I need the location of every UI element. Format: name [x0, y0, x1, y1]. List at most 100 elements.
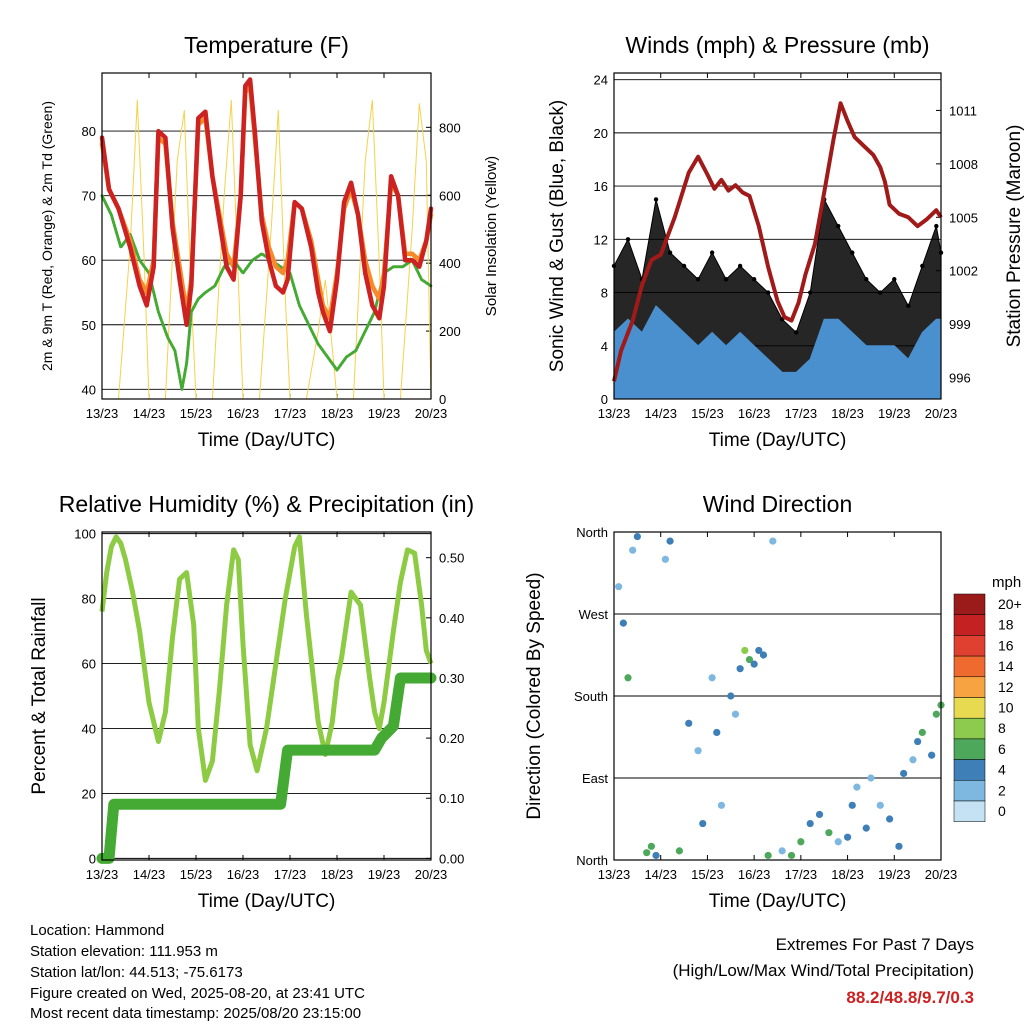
colorbar-swatch: [953, 759, 986, 781]
series-precipitation: [96, 672, 437, 864]
winds-ylabel: Sonic Wind & Gust (Blue, Black): [547, 100, 568, 372]
colorbar-label: 16: [998, 637, 1014, 653]
colorbar-swatch: [953, 614, 986, 636]
y2-tick-label: 800: [439, 120, 461, 135]
direction-point: [615, 583, 623, 591]
x-tick-label: 16/23: [227, 406, 260, 421]
series-sonic-wind: [613, 305, 942, 400]
gust-point: [836, 223, 841, 229]
y-tick-label: 24: [594, 73, 608, 88]
direction-point: [914, 737, 922, 746]
direction-point: [886, 815, 894, 823]
direction-point: [624, 674, 632, 682]
gust-point: [737, 263, 743, 269]
direction-point: [633, 532, 641, 541]
panel-humidity: Relative Humidity (%) & Precipitation (i…: [29, 491, 474, 912]
y-tick-label: 50: [82, 318, 96, 333]
created-text: Figure created on Wed, 2025-08-20, at 23…: [30, 985, 365, 1002]
direction-point: [643, 849, 651, 857]
direction-point: [932, 710, 940, 718]
x-tick-label: 19/23: [878, 406, 911, 421]
y-tick-label: West: [579, 607, 609, 622]
gust-point: [723, 277, 729, 282]
colorbar-swatch: [953, 635, 986, 657]
gust-point: [850, 250, 855, 255]
direction-point: [909, 756, 917, 764]
x-tick-label: 20/23: [925, 867, 958, 882]
y2-tick-label: 1011: [949, 103, 977, 118]
direction-point: [900, 769, 908, 778]
y-tick-label: North: [576, 853, 608, 868]
direction-point: [699, 819, 707, 828]
direction-point: [717, 801, 726, 809]
direction-point: [708, 674, 716, 682]
x-tick-label: 19/23: [878, 867, 911, 882]
y-tick-label: 80: [82, 592, 96, 607]
y2-tick-label: 200: [439, 324, 461, 339]
recent-data-text: Most recent data timestamp: 2025/08/20 2…: [30, 1005, 362, 1022]
gust-point: [920, 263, 925, 269]
y2-tick-label: 999: [949, 317, 971, 332]
direction-point: [853, 783, 861, 791]
x-tick-label: 15/23: [180, 406, 213, 421]
y-tick-label: 0: [89, 851, 96, 866]
direction-point: [652, 851, 660, 860]
temperature-title: Temperature (F): [184, 32, 349, 58]
gust-point: [625, 237, 631, 242]
y2-tick-label: 1008: [949, 157, 978, 172]
direction-point: [778, 847, 786, 855]
direction-point: [825, 829, 833, 837]
x-tick-label: 15/23: [691, 406, 724, 421]
x-tick-label: 18/23: [831, 406, 864, 421]
direction-point: [764, 851, 772, 860]
panel-winds: Winds (mph) & Pressure (mb) 13/23 14/23 15/…: [547, 32, 1024, 451]
y-tick-label: 20: [594, 126, 608, 141]
colorbar-label: 10: [998, 700, 1014, 716]
direction-point: [843, 833, 852, 841]
direction-point: [741, 646, 749, 655]
gust-point: [934, 223, 939, 229]
x-tick-label: 18/23: [831, 867, 864, 882]
direction-point: [759, 651, 768, 659]
x-tick-label: 14/23: [644, 867, 677, 882]
gust-point: [906, 303, 911, 309]
series-2m-td: [100, 194, 433, 391]
colorbar-swatch: [953, 738, 986, 760]
x-tick-label: 13/23: [86, 406, 119, 421]
x-tick-label: 13/23: [86, 867, 119, 882]
colorbar-label: 18: [998, 617, 1014, 633]
x-tick-label: 19/23: [368, 406, 401, 421]
gust-point: [793, 330, 799, 335]
y2-tick-label: 0.00: [439, 851, 464, 866]
colorbar-label: 6: [998, 741, 1006, 757]
y2-tick-label: 996: [949, 371, 971, 386]
colorbar-title: mph: [992, 574, 1021, 591]
y-tick-label: 60: [82, 657, 96, 672]
y2-tick-label: 1002: [949, 264, 978, 279]
series-rh: [99, 534, 434, 783]
temperature-xlabel: Time (Day/UTC): [198, 430, 336, 451]
y2-tick-label: 600: [439, 188, 461, 203]
y2-tick-label: 0.40: [439, 611, 464, 626]
direction-point: [694, 747, 702, 755]
y2-tick-label: 0.50: [439, 551, 464, 566]
direction-point: [647, 842, 655, 850]
y-tick-label: East: [582, 771, 608, 786]
extremes-subtitle: (High/Low/Max Wind/Total Precipitation): [672, 961, 974, 980]
x-tick-label: 17/23: [274, 867, 307, 882]
direction-point: [876, 801, 884, 809]
gust-point: [808, 290, 813, 295]
x-tick-label: 17/23: [274, 406, 307, 421]
y-tick-label: 12: [594, 232, 608, 247]
y2-tick-label: 400: [439, 256, 461, 271]
y-tick-label: North: [576, 525, 608, 540]
extremes-title: Extremes For Past 7 Days: [775, 935, 974, 954]
plot-frame: [101, 531, 432, 861]
direction-point: [685, 719, 693, 727]
gust-point: [695, 277, 701, 282]
y-tick-label: 60: [82, 253, 96, 268]
gust-point: [765, 290, 771, 295]
series-station-pressure: [612, 101, 943, 382]
y2-tick-label: 0: [439, 392, 446, 407]
temperature-y2label: Solar Insolation (Yellow): [483, 156, 500, 316]
